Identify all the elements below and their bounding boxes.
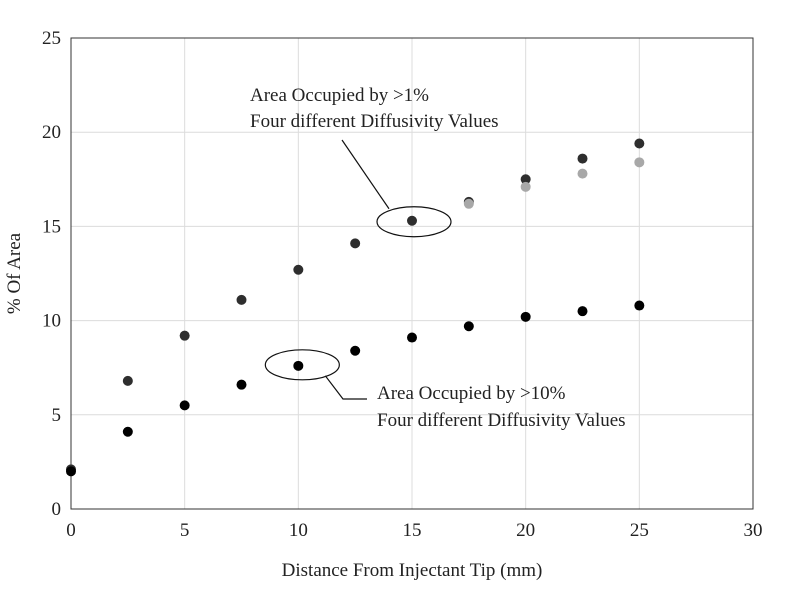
annotation-text-10pct-line1: Area Occupied by >10% (377, 383, 566, 404)
data-point-series-3 (236, 379, 247, 390)
tick-labels: 0 5 10 15 20 25 30 0 5 10 15 20 25 (42, 28, 763, 541)
data-point-series-2 (463, 198, 474, 209)
data-point-series-1 (350, 238, 361, 249)
annotations: Area Occupied by >1% Four different Diffu… (250, 85, 626, 431)
x-tick-label: 5 (180, 520, 190, 541)
y-tick-label: 15 (42, 216, 61, 237)
annotation-leader-1pct (341, 139, 390, 210)
data-point-series-3 (179, 400, 190, 411)
x-tick-label: 0 (66, 520, 76, 541)
data-point-series-3 (634, 300, 645, 311)
x-tick-label: 10 (289, 520, 308, 541)
data-point-series-3 (122, 426, 133, 437)
data-point-series-1 (634, 138, 645, 149)
data-point-series-1 (577, 153, 588, 164)
data-point-series-1 (293, 264, 304, 275)
y-tick-label: 5 (52, 405, 62, 426)
data-point-series-3 (293, 360, 304, 371)
data-point-series-3 (66, 466, 76, 477)
data-point-series-2 (634, 157, 645, 168)
data-points (66, 138, 645, 477)
y-tick-label: 10 (42, 311, 61, 332)
gridlines (70, 37, 754, 510)
x-tick-label: 25 (630, 520, 649, 541)
y-tick-label: 25 (42, 28, 61, 49)
data-point-series-3 (577, 306, 588, 317)
plot-frame (70, 37, 754, 510)
annotation-text-10pct-line2: Four different Diffusivity Values (377, 410, 626, 431)
annotation-ellipse-10pct (264, 349, 340, 381)
x-tick-label: 20 (516, 520, 535, 541)
x-axis-title: Distance From Injectant Tip (mm) (282, 560, 543, 581)
annotation-ellipse-1pct (376, 206, 452, 238)
data-point-series-1 (407, 215, 417, 226)
data-point-series-3 (407, 332, 417, 343)
data-point-series-1 (236, 294, 247, 305)
annotation-leader-10pct (324, 375, 367, 400)
annotation-text-1pct-line2: Four different Diffusivity Values (250, 111, 499, 132)
data-point-series-1 (520, 174, 531, 185)
y-tick-label: 0 (52, 499, 62, 520)
x-tick-label: 30 (744, 520, 763, 541)
data-point-series-2 (520, 181, 531, 192)
data-point-series-2 (577, 168, 588, 179)
data-point-series-3 (463, 321, 474, 332)
y-axis-title: % Of Area (4, 232, 25, 314)
data-point-series-1 (122, 375, 133, 386)
data-point-series-3 (520, 311, 531, 322)
data-point-series-3 (350, 345, 361, 356)
y-tick-label: 20 (42, 122, 61, 143)
x-tick-label: 15 (403, 520, 422, 541)
data-point-series-1 (179, 330, 190, 341)
annotation-text-1pct-line1: Area Occupied by >1% (250, 85, 429, 106)
